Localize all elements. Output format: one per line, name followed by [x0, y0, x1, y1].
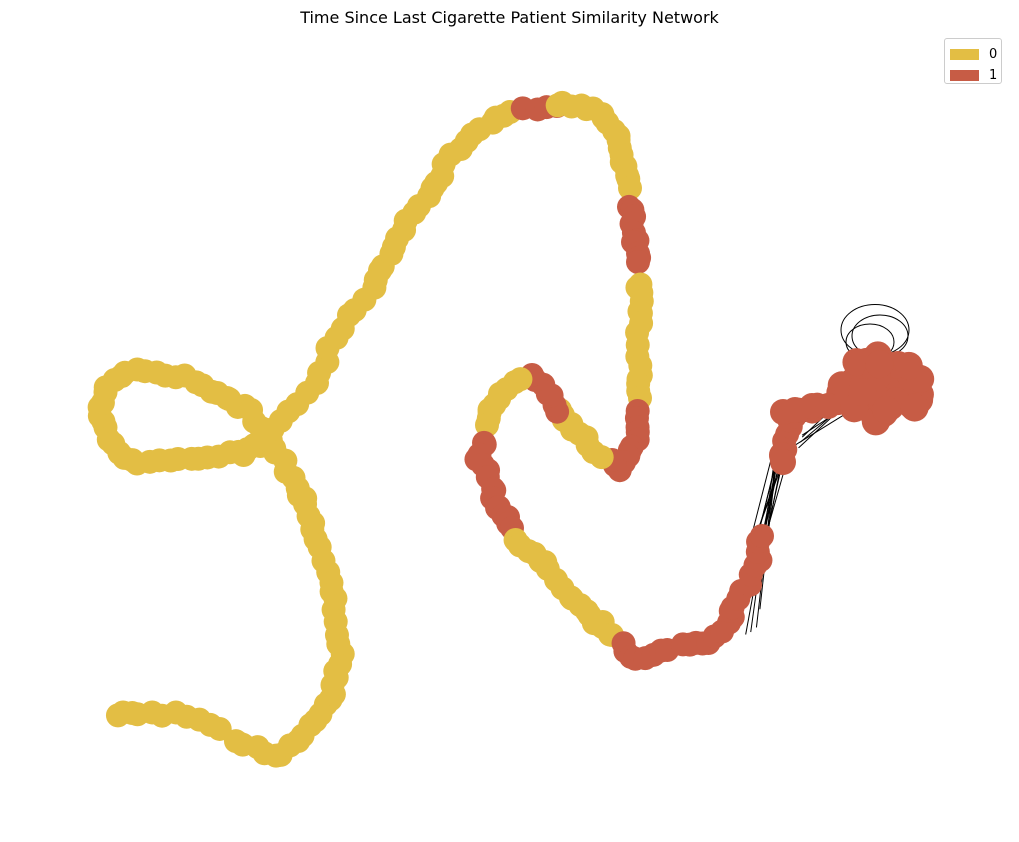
legend-entry-1: 1 [950, 65, 1001, 86]
node-class-1 [770, 449, 796, 475]
node-class-1 [865, 350, 894, 379]
legend: 0 1 [944, 38, 1002, 84]
legend-entry-0: 0 [950, 44, 1001, 65]
legend-label-1: 1 [989, 68, 998, 83]
node-class-0 [475, 413, 499, 437]
node-layer [87, 90, 935, 768]
node-class-1 [626, 250, 650, 274]
node-class-1 [842, 348, 871, 377]
node-class-1 [750, 524, 774, 548]
node-class-1 [894, 351, 923, 380]
chart-title: Time Since Last Cigarette Patient Simila… [300, 8, 719, 27]
legend-swatch-1 [950, 70, 979, 81]
node-class-0 [618, 176, 642, 200]
legend-swatch-0 [950, 49, 979, 60]
node-class-1 [848, 378, 877, 407]
node-class-1 [872, 395, 901, 424]
node-class-1 [900, 393, 929, 422]
legend-label-0: 0 [989, 47, 998, 62]
node-class-1 [815, 393, 841, 419]
